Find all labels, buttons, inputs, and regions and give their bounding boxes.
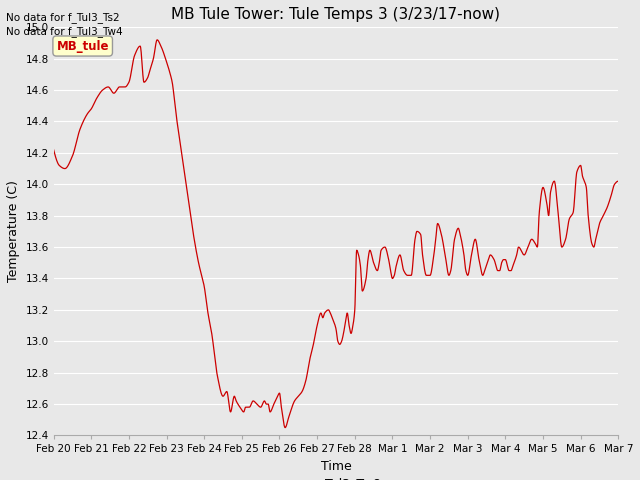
Legend: Tul3_Ts-8: Tul3_Ts-8 xyxy=(285,471,387,480)
X-axis label: Time: Time xyxy=(321,460,351,473)
Text: No data for f_Tul3_Tw4: No data for f_Tul3_Tw4 xyxy=(6,26,123,37)
Y-axis label: Temperature (C): Temperature (C) xyxy=(7,180,20,282)
Text: MB_tule: MB_tule xyxy=(56,39,109,52)
Title: MB Tule Tower: Tule Temps 3 (3/23/17-now): MB Tule Tower: Tule Temps 3 (3/23/17-now… xyxy=(172,7,500,22)
Text: No data for f_Tul3_Ts2: No data for f_Tul3_Ts2 xyxy=(6,12,120,23)
